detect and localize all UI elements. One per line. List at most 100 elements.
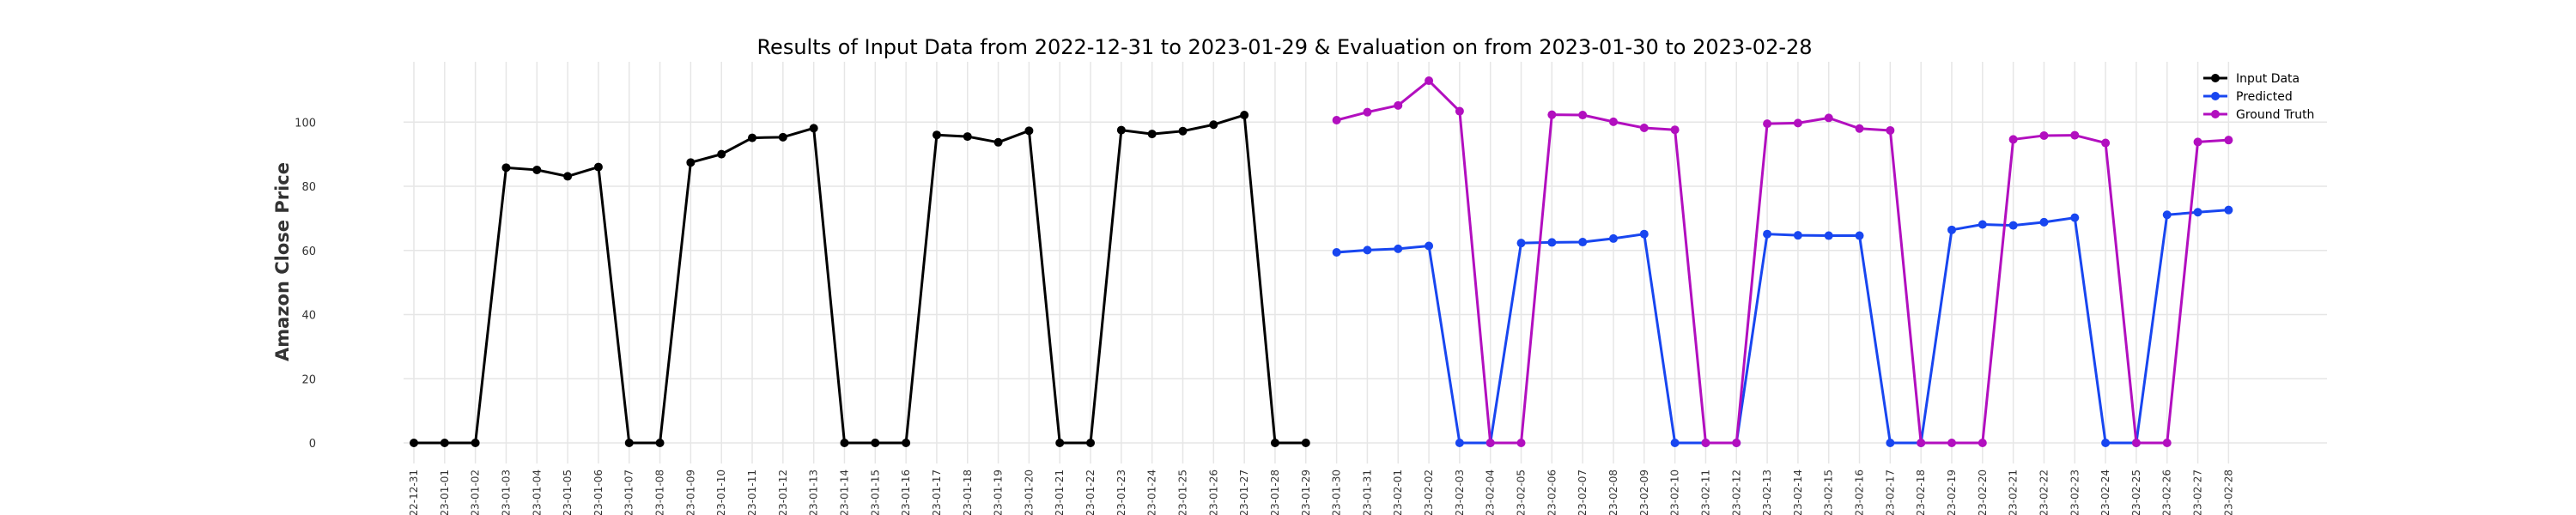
x-tick-label: -23-02-27: [2192, 470, 2204, 515]
x-tick-label: -23-01-08: [654, 470, 666, 515]
data-point: [993, 137, 1003, 147]
data-point: [1855, 124, 1864, 133]
x-tick-label: -23-02-23: [2069, 470, 2081, 515]
data-point: [1701, 439, 1710, 447]
series-line: [414, 113, 1306, 445]
x-tick-label: -23-01-29: [1300, 470, 1312, 515]
x-tick-label: -23-01-31: [1361, 470, 1373, 515]
data-point: [1824, 231, 1833, 240]
data-point: [1455, 439, 1464, 447]
x-tick-label: -23-02-15: [1823, 470, 1835, 515]
x-tick-label: -23-02-16: [1854, 470, 1866, 515]
data-point: [1670, 125, 1680, 135]
data-point: [2162, 439, 2172, 447]
y-tick-label: 0: [309, 438, 316, 451]
x-tick-label: -23-01-17: [931, 470, 943, 515]
x-tick-label: -23-02-08: [1607, 470, 1619, 515]
legend-label: Predicted: [2236, 90, 2293, 104]
data-point: [1978, 439, 1987, 447]
data-point: [1732, 439, 1741, 447]
legend-marker: [2211, 74, 2220, 82]
x-tick-label: -23-01-23: [1115, 470, 1127, 515]
x-tick-label: -23-02-02: [1423, 470, 1435, 515]
data-point: [2193, 208, 2202, 217]
data-point: [1608, 233, 1618, 243]
chart-title: Results of Input Data from 2022-12-31 to…: [756, 35, 1812, 59]
data-point: [1639, 123, 1649, 132]
x-tick-label: -23-02-14: [1792, 470, 1804, 515]
x-gridlines: [413, 62, 2230, 464]
x-tick-label: -23-01-15: [869, 470, 881, 515]
legend-label: Input Data: [2236, 72, 2300, 86]
data-point: [963, 132, 972, 142]
x-tick-label: -23-01-10: [715, 470, 727, 515]
data-point: [1270, 439, 1279, 447]
data-point: [717, 149, 726, 159]
data-point: [2101, 439, 2111, 447]
data-point: [1024, 126, 1034, 136]
data-point: [2224, 205, 2233, 215]
data-point: [1116, 125, 1126, 135]
series-predicted: [1332, 205, 2233, 447]
data-point: [471, 439, 480, 447]
x-tick-label: -23-01-03: [500, 470, 512, 515]
data-point: [1516, 239, 1526, 248]
x-tick-label: -23-02-21: [2008, 470, 2020, 515]
x-tick-label: -23-01-21: [1054, 470, 1066, 515]
legend-marker: [2211, 110, 2220, 118]
x-tick-label: -23-01-04: [531, 470, 543, 515]
data-point: [2070, 130, 2080, 140]
y-tick-labels: 0 20 40 60 80 100: [295, 117, 316, 451]
legend-item: Ground Truth: [2203, 108, 2314, 122]
data-point: [1978, 220, 1987, 229]
x-tick-label: -23-01-20: [1023, 470, 1035, 515]
x-tick-label: -23-02-10: [1669, 470, 1681, 515]
x-tick-label: -23-02-12: [1730, 470, 1742, 515]
data-point: [809, 124, 818, 133]
data-point: [2008, 135, 2018, 144]
data-point: [1301, 439, 1310, 447]
data-point: [532, 165, 542, 174]
y-tick-label: 80: [301, 181, 316, 194]
data-point: [1178, 126, 1188, 136]
data-point: [1578, 238, 1588, 247]
data-point: [1485, 439, 1495, 447]
x-tick-label: -23-02-13: [1761, 470, 1773, 515]
data-point: [1425, 241, 1434, 251]
data-point: [1547, 238, 1557, 247]
data-point: [1455, 106, 1464, 116]
data-point: [1209, 120, 1218, 130]
x-tick-label: -23-01-13: [808, 470, 820, 515]
data-point: [1332, 116, 1341, 125]
data-point: [932, 130, 941, 140]
data-point: [563, 172, 573, 181]
x-tick-label: -23-01-25: [1177, 470, 1189, 515]
x-tick-label: -23-02-07: [1577, 470, 1589, 515]
data-point: [748, 133, 757, 142]
x-tick-label: -23-02-19: [1946, 470, 1958, 515]
x-tick-label: -22-12-31: [408, 470, 420, 515]
data-point: [624, 439, 634, 447]
x-tick-label: -23-01-18: [962, 470, 974, 515]
y-tick-label: 100: [295, 117, 316, 130]
series-line: [1336, 79, 2229, 445]
data-point: [1394, 244, 1403, 253]
data-point: [2131, 439, 2141, 447]
data-point: [1363, 107, 1372, 117]
data-point: [840, 439, 849, 447]
y-tick-label: 60: [301, 245, 316, 258]
data-point: [1947, 225, 1956, 234]
y-tick-label: 20: [301, 373, 316, 386]
data-point: [440, 439, 449, 447]
data-point: [1578, 111, 1588, 120]
x-tick-label: -23-01-05: [562, 470, 574, 515]
data-point: [1516, 439, 1526, 447]
data-point: [1147, 130, 1157, 139]
series-ground-truth: [1332, 76, 2233, 447]
x-tick-label: -23-01-12: [777, 470, 789, 515]
data-point: [2224, 136, 2233, 145]
x-tick-label: -23-01-28: [1269, 470, 1281, 515]
data-point: [1363, 245, 1372, 255]
data-point: [902, 439, 911, 447]
x-tick-label: -23-02-18: [1915, 470, 1927, 515]
